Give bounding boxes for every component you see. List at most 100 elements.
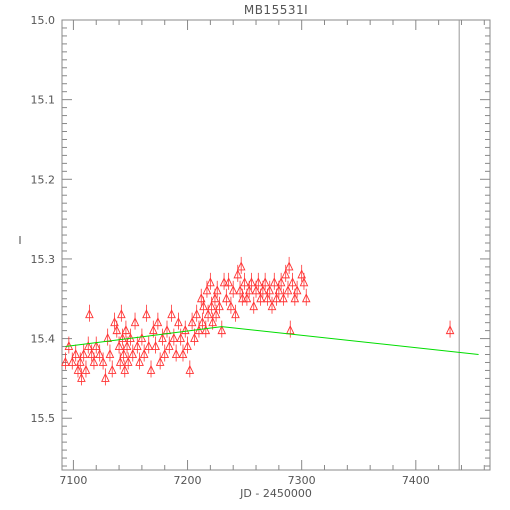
data-point: [288, 277, 297, 287]
data-point: [283, 285, 293, 295]
plot-frame: [61, 19, 491, 471]
data-point: [85, 309, 94, 319]
data-point: [290, 293, 300, 303]
data-point: [176, 333, 186, 343]
data-point: [219, 277, 229, 287]
y-axis-label: I: [18, 234, 21, 247]
data-point: [190, 333, 199, 343]
data-point: [210, 293, 220, 303]
data-point: [110, 317, 119, 327]
data-point: [224, 277, 233, 287]
data-point: [115, 356, 125, 366]
x-axis-label: JD - 2450000: [239, 487, 312, 500]
data-point: [89, 356, 99, 366]
data-point: [171, 348, 181, 358]
data-point: [142, 309, 151, 319]
data-point: [139, 348, 149, 358]
data-point: [267, 301, 277, 311]
data-point: [236, 261, 246, 271]
data-point: [185, 364, 195, 374]
data-point: [128, 348, 138, 358]
data-point: [91, 341, 101, 350]
data-point: [217, 325, 227, 335]
data-point: [98, 356, 108, 366]
data-point: [299, 277, 309, 287]
data-point: [199, 301, 208, 311]
data-point: [87, 348, 96, 358]
data-point: [253, 277, 263, 287]
data-point: [201, 325, 211, 335]
data-point: [61, 356, 70, 366]
x-tick-label: 7300: [288, 474, 316, 487]
data-point: [274, 285, 284, 295]
data-point: [117, 309, 126, 319]
data-point: [130, 317, 140, 327]
data-point: [297, 269, 306, 279]
data-point: [155, 356, 165, 366]
data-point: [73, 364, 83, 374]
data-point: [153, 317, 163, 327]
data-point: [251, 285, 261, 295]
data-point: [77, 372, 86, 382]
data-point: [114, 341, 124, 350]
data-point: [263, 293, 272, 303]
y-tick-label: 15.1: [31, 94, 56, 107]
data-point: [107, 364, 117, 374]
data-point: [95, 348, 104, 358]
data-point: [238, 293, 247, 303]
data-point: [247, 277, 256, 287]
plot-area: 7100 7200 7300 7400 15.0 15.1 15.2 15.3 15.4 15.5: [31, 14, 491, 487]
data-point: [192, 309, 201, 319]
data-point: [180, 325, 190, 335]
data-point: [123, 356, 133, 366]
data-point: [135, 356, 144, 366]
data-point: [174, 317, 183, 327]
data-point: [206, 277, 215, 287]
data-point: [137, 333, 147, 343]
chart-title: MB15531I: [244, 3, 308, 17]
data-point: [121, 325, 131, 335]
data-point: [258, 285, 268, 295]
data-point: [208, 317, 217, 327]
data-point: [167, 309, 176, 319]
y-tick-label: 15.5: [31, 412, 56, 425]
data-point: [212, 285, 222, 295]
data-point: [445, 325, 455, 335]
data-point: [101, 372, 110, 382]
data-point: [207, 301, 216, 311]
data-point: [276, 277, 286, 287]
x-tick-label: 7200: [174, 474, 202, 487]
data-point: [119, 348, 128, 358]
data-point: [183, 341, 192, 350]
data-point: [196, 293, 206, 303]
data-point: [211, 309, 221, 319]
y-tick-label: 15.4: [31, 333, 56, 346]
data-point: [71, 348, 81, 358]
data-point: [160, 348, 170, 358]
x-tick-label: 7400: [402, 474, 430, 487]
data-point: [120, 364, 130, 374]
model-curve: [65, 326, 479, 356]
data-point: [242, 293, 252, 303]
y-tick-label: 15.2: [31, 173, 56, 186]
data-point: [222, 293, 231, 303]
data-point: [272, 293, 281, 303]
data-point: [260, 277, 270, 287]
data-point: [67, 356, 77, 366]
data-point: [178, 348, 188, 358]
data-point: [112, 325, 122, 335]
data-point: [81, 364, 91, 374]
data-point: [146, 364, 156, 374]
data-point: [231, 309, 240, 319]
data-point: [240, 277, 249, 287]
data-point: [244, 285, 254, 295]
data-point: [164, 341, 174, 350]
data-point: [228, 285, 238, 295]
data-point: [233, 269, 243, 279]
data-point: [256, 293, 265, 303]
data-point: [284, 261, 294, 271]
data-point: [203, 309, 213, 319]
data-point: [158, 333, 167, 343]
data-point: [279, 293, 288, 303]
data-point: [292, 285, 302, 295]
